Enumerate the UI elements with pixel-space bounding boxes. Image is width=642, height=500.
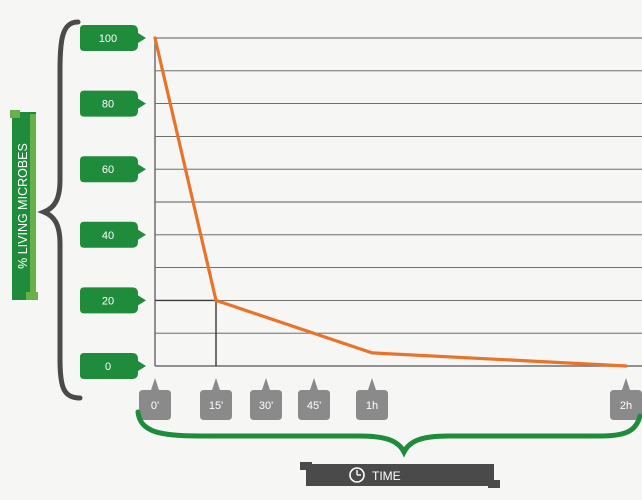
x-tick-tag: 2h: [610, 378, 642, 420]
x-tick-label: 0': [151, 400, 159, 412]
y-axis-brace: [37, 19, 83, 401]
y-tick-label: 0: [105, 361, 111, 373]
data-point: [370, 351, 374, 355]
y-tick-tag-shape: [80, 353, 146, 379]
x-tick-tag: 30': [250, 378, 282, 420]
x-tick-tag-shape: [250, 378, 282, 420]
x-tick-tag-shape: [139, 378, 171, 420]
data-point: [624, 364, 628, 368]
y-tick-label: 60: [102, 164, 114, 176]
x-tick-tag: 15': [200, 378, 232, 420]
y-axis-label-tag: % LIVING MICROBES: [10, 110, 38, 300]
x-tick-label: 1h: [366, 400, 378, 412]
y-axis-label: % LIVING MICROBES: [16, 143, 30, 269]
gridlines: [155, 37, 642, 334]
axes: [154, 38, 642, 367]
y-tick-tag-shape: [80, 287, 146, 314]
guide-lines: [155, 299, 217, 366]
y-tick-tag-shape: [80, 156, 146, 183]
y-tick-label: 20: [102, 295, 114, 307]
x-tick-tags: 0' 15' 30' 45' 1h 2h: [139, 378, 642, 420]
y-tick-tag: 40: [80, 221, 146, 248]
y-tick-label: 40: [102, 230, 114, 242]
x-tick-tag-shape: [610, 378, 642, 420]
x-tick-label: 45': [307, 400, 321, 412]
data-point: [153, 36, 157, 40]
y-tick-tag: 60: [80, 156, 146, 183]
x-tick-tag: 45': [298, 378, 330, 420]
x-axis-brace: [135, 409, 642, 458]
series-line: [153, 36, 628, 368]
y-tick-tag: 0: [80, 353, 146, 379]
y-tick-tags: 100 80 60 40 20 0: [80, 25, 146, 379]
x-tick-tag-shape: [356, 378, 388, 420]
y-tick-tag: 20: [80, 287, 146, 314]
y-tick-tag: 100: [80, 25, 146, 51]
clock-icon: [349, 467, 365, 483]
y-tick-tag-shape: [80, 221, 146, 248]
x-tick-tag-shape: [298, 378, 330, 420]
x-tick-label: 2h: [620, 400, 632, 412]
y-tick-label: 80: [102, 99, 114, 111]
x-tick-tag: 1h: [356, 378, 388, 420]
y-tick-tag: 80: [80, 90, 146, 117]
data-point: [214, 298, 218, 302]
x-axis-label: TIME: [372, 469, 401, 483]
y-tick-tag-shape: [80, 90, 146, 117]
x-axis-label-bar: TIME: [300, 462, 500, 488]
y-tick-tag-shape: [80, 25, 146, 51]
y-tick-label: 100: [99, 33, 117, 45]
x-tick-label: 30': [259, 400, 273, 412]
x-tick-tag: 0': [139, 378, 171, 420]
series-group: [153, 36, 628, 368]
x-tick-label: 15': [209, 400, 223, 412]
x-tick-tag-shape: [200, 378, 232, 420]
